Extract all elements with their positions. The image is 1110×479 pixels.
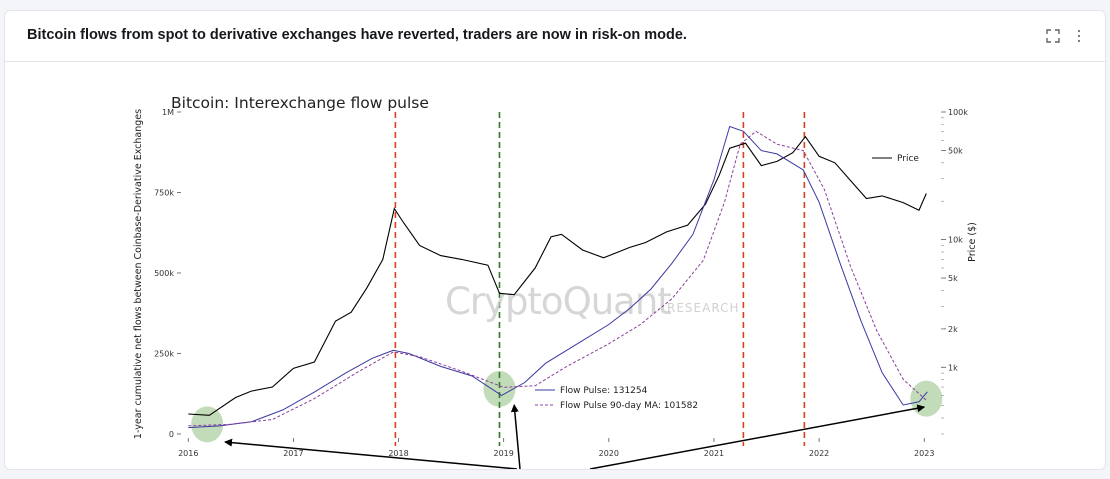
- x-tick-label-1: 2017: [283, 449, 303, 458]
- x-tick-label-4: 2020: [599, 449, 619, 458]
- y2-axis-label: Price ($): [967, 222, 978, 262]
- chart-title: Bitcoin: Interexchange flow pulse: [171, 94, 429, 112]
- y2-tick-label-2: 5k: [948, 274, 958, 283]
- watermark: CryptoQuant: [445, 280, 671, 323]
- y-tick-label-1: 250k: [154, 350, 174, 359]
- expand-icon[interactable]: [1042, 25, 1064, 47]
- y2-tick-label-1: 2k: [948, 325, 958, 334]
- y-tick-label-2: 500k: [154, 269, 174, 278]
- x-tick-label-5: 2021: [704, 449, 724, 458]
- x-tick-label-0: 2016: [178, 449, 198, 458]
- watermark-sub: RESEARCH: [667, 301, 739, 315]
- x-tick-label-6: 2022: [809, 449, 829, 458]
- series-line-1: [188, 125, 928, 429]
- legend-label-2: Flow Pulse 90-day MA: 101582: [560, 401, 698, 411]
- y-tick-label-3: 750k: [154, 189, 174, 198]
- y-tick-label-4: 1M: [162, 108, 174, 117]
- highlight-circle-0: [191, 406, 224, 443]
- highlight-circle-1: [483, 370, 516, 407]
- more-vertical-icon[interactable]: [1068, 25, 1090, 47]
- y2-tick-label-3: 10k: [948, 236, 963, 245]
- y-tick-label-0: 0: [169, 430, 174, 439]
- annotation-arrow-2: [589, 404, 926, 469]
- legend-label-1: Flow Pulse: 131254: [560, 386, 648, 396]
- legend-label-price: Price: [897, 154, 919, 164]
- x-tick-label-3: 2019: [493, 449, 513, 458]
- card-title: Bitcoin flows from spot to derivative ex…: [27, 27, 687, 43]
- y-axis-label: 1-year cumulative net flows between Coin…: [133, 109, 144, 439]
- annotation-arrow-0: [224, 438, 518, 469]
- y2-tick-label-5: 100k: [948, 108, 968, 117]
- x-tick-label-2: 2018: [388, 449, 408, 458]
- series-line-2: [188, 130, 928, 427]
- chart-card: Bitcoin flows from spot to derivative ex…: [4, 10, 1106, 470]
- interexchange-flow-chart: Bitcoin: Interexchange flow pulse Crypto…: [133, 94, 978, 469]
- highlight-circle-2: [910, 380, 943, 417]
- series-line-0: [188, 135, 927, 416]
- expand-icon-graphic: [1046, 29, 1060, 43]
- y2-tick-label-0: 1k: [948, 363, 958, 372]
- card-header: Bitcoin flows from spot to derivative ex…: [5, 11, 1105, 62]
- x-tick-label-7: 2023: [914, 449, 934, 458]
- more-vertical-icon-graphic: [1077, 29, 1081, 43]
- annotation-arrow-1: [510, 404, 521, 469]
- y2-tick-label-4: 50k: [948, 146, 963, 155]
